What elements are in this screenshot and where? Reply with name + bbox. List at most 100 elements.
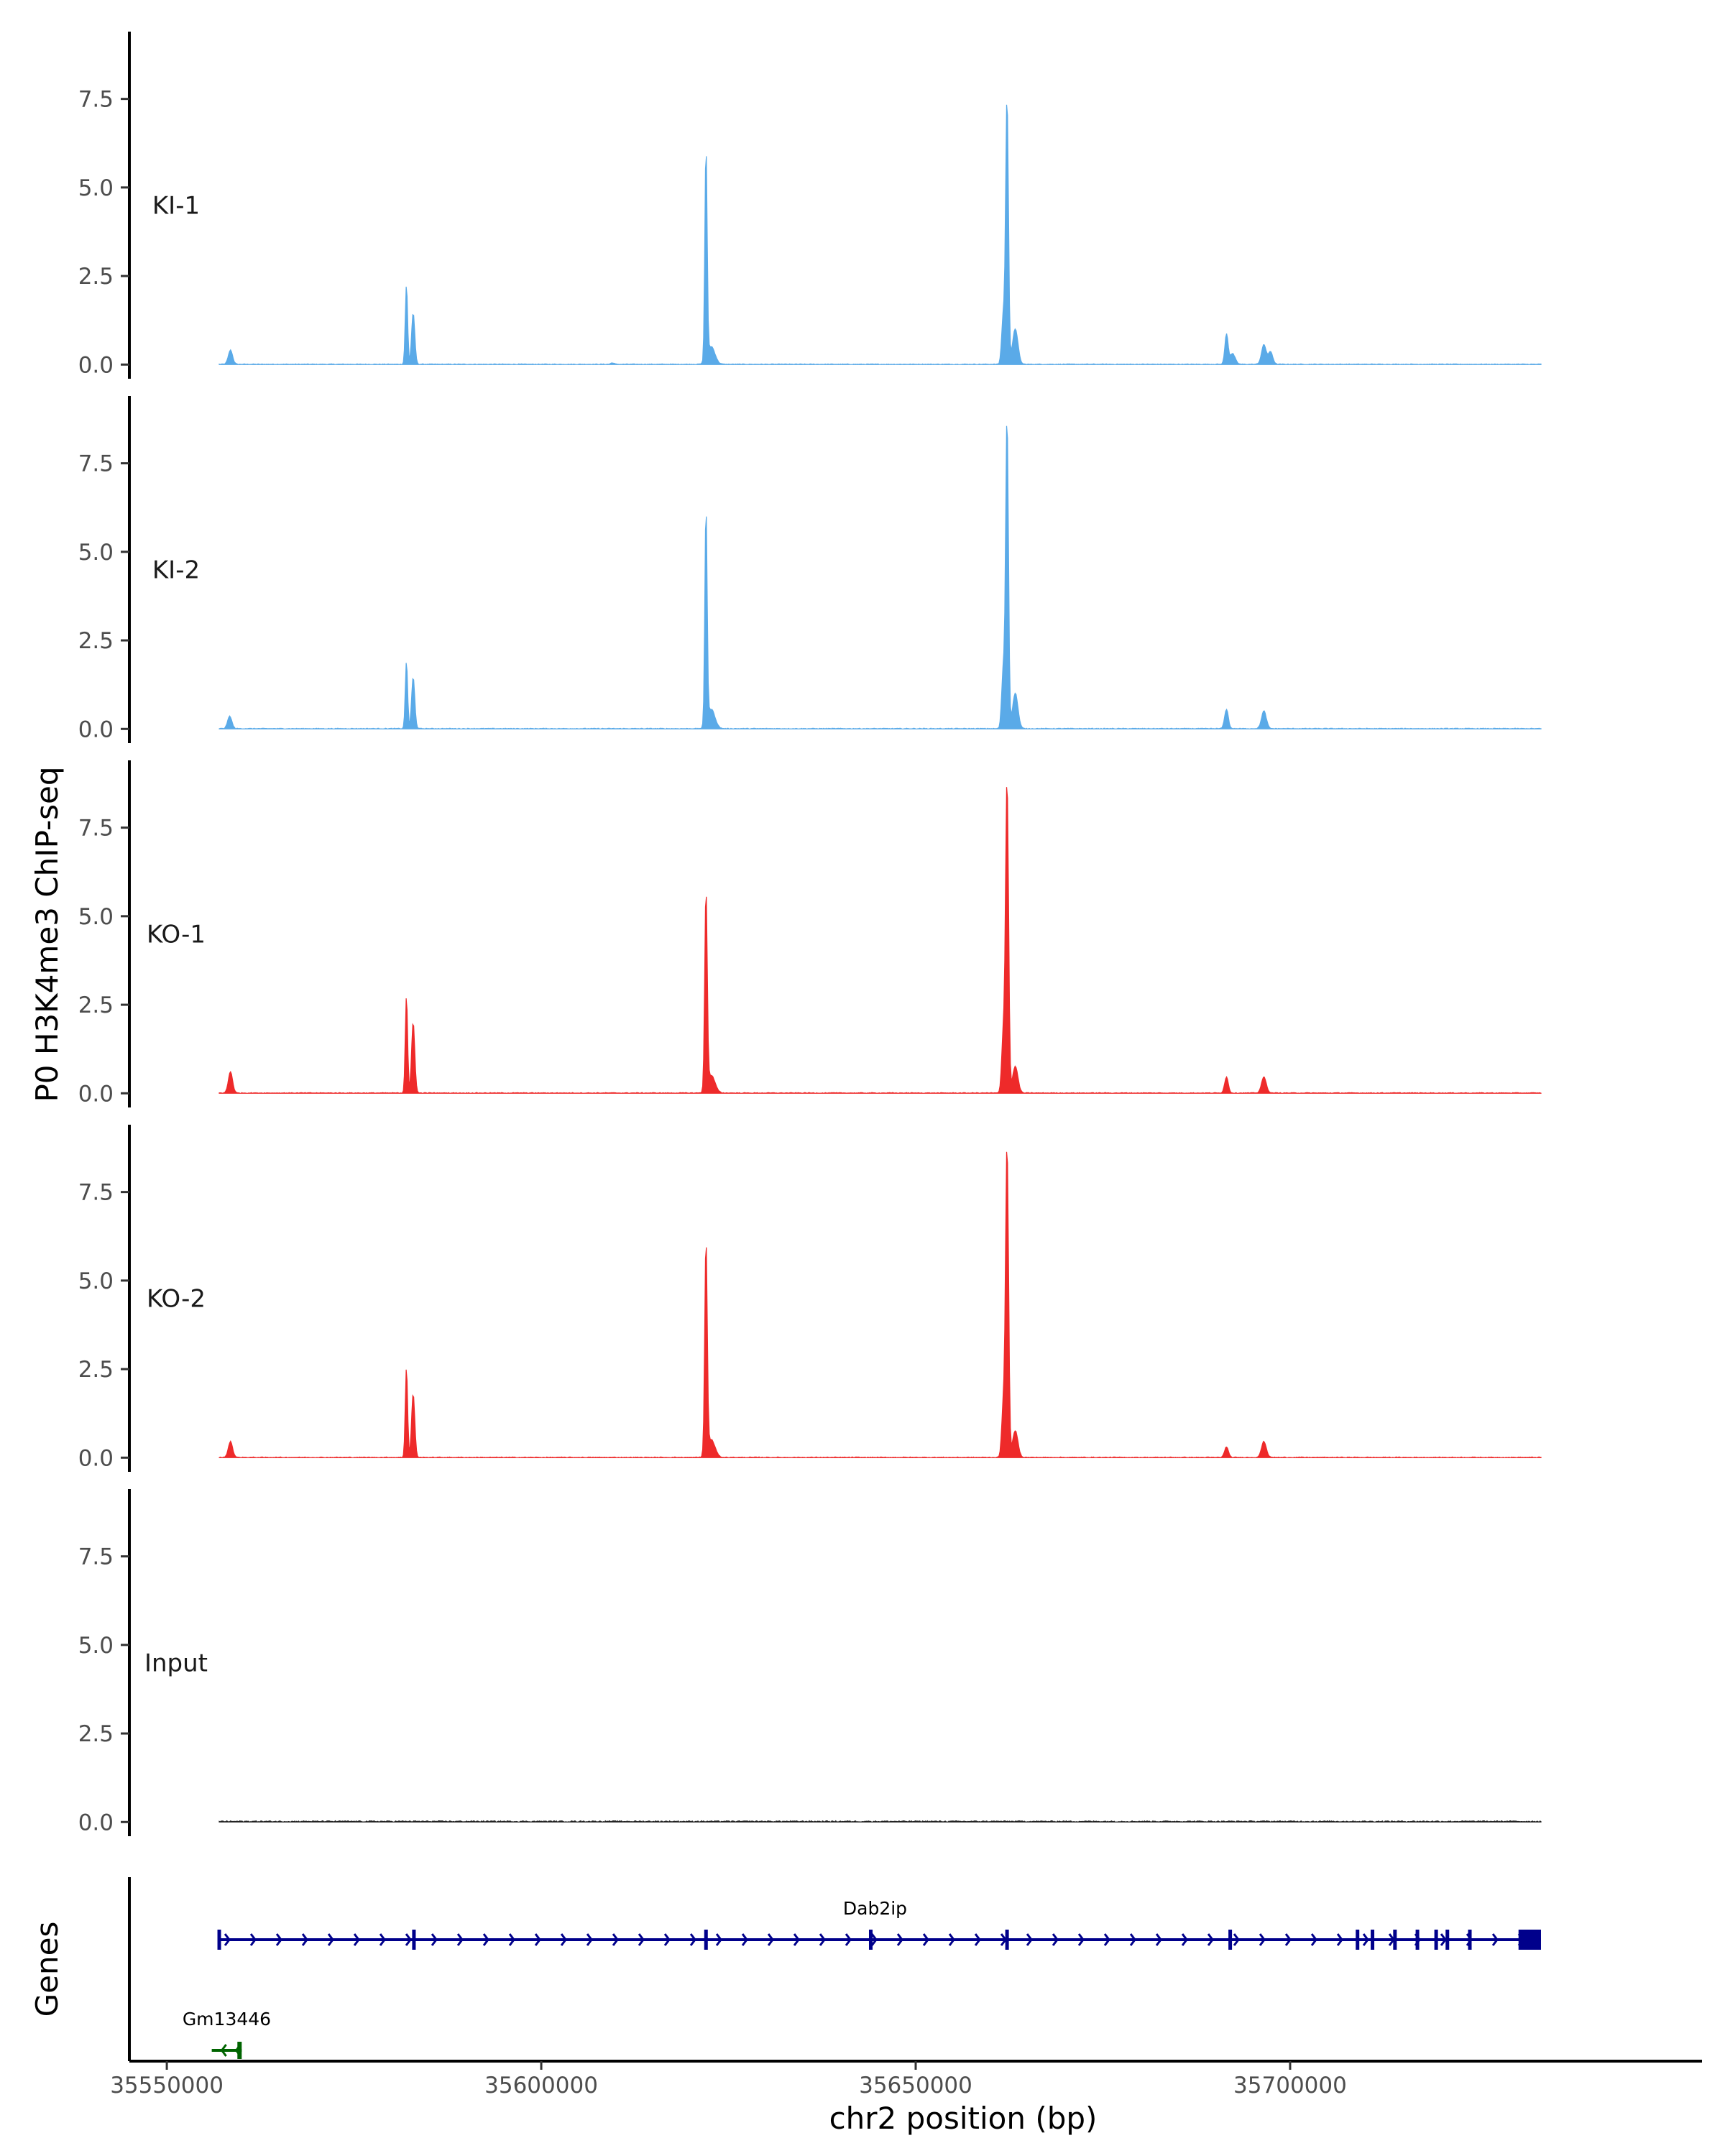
strand-chevron <box>1259 1933 1266 1946</box>
gene-models: Dab2ip Gm13446 <box>183 1898 1541 2059</box>
y-tick-label: 7.5 <box>78 87 114 113</box>
signal-area <box>218 787 1542 1095</box>
gene-gm13446: Gm13446 <box>183 2009 271 2059</box>
y-tick-label: 0.0 <box>78 717 114 742</box>
strand-chevron <box>819 1933 826 1946</box>
y-tick-label: 0.0 <box>78 1810 114 1835</box>
y-axis-title: P0 H3K4me3 ChIP-seq <box>29 766 65 1102</box>
gene-dab2ip: Dab2ip <box>217 1898 1541 1950</box>
strand-chevron <box>379 1933 386 1946</box>
exon <box>1434 1930 1438 1950</box>
exon <box>1005 1930 1009 1950</box>
signal-tracks: 0.0 2.5 5.0 7.5 KI-1 0.0 2.5 5.0 7.5 KI-2 0.0 2.5 5.… <box>78 32 1542 1836</box>
y-tick-label: 7.5 <box>78 1544 114 1570</box>
x-axis-title: chr2 position (bp) <box>829 2101 1098 2136</box>
strand-chevron <box>1077 1933 1085 1946</box>
strand-chevron <box>482 1933 489 1946</box>
genes-track: Genes Dab2ip Gm13446 <box>29 1877 1541 2061</box>
exon <box>1415 1930 1420 1950</box>
gene-label: Dab2ip <box>843 1898 907 1919</box>
strand-chevron <box>508 1933 515 1946</box>
strand-chevron <box>1491 1933 1499 1946</box>
y-tick-label: 0.0 <box>78 352 114 378</box>
y-tick-label: 2.5 <box>78 992 114 1018</box>
exon <box>1356 1930 1360 1950</box>
track-ki-1: 0.0 2.5 5.0 7.5 KI-1 <box>78 32 1542 379</box>
x-axis: 35550000 35600000 35650000 35700000 chr2 po… <box>110 2060 1702 2136</box>
exon <box>412 1930 416 1950</box>
strand-chevron <box>612 1933 619 1946</box>
strand-chevron <box>586 1933 593 1946</box>
strand-chevron <box>327 1933 334 1946</box>
strand-chevron <box>353 1933 360 1946</box>
strand-chevron <box>224 1933 231 1946</box>
exon <box>1518 1930 1541 1950</box>
signal-area <box>218 1151 1542 1459</box>
x-tick-label: 35550000 <box>110 2073 224 2099</box>
strand-chevron <box>896 1933 903 1946</box>
strand-chevron <box>431 1933 438 1946</box>
x-axis-ticks: 35550000 35600000 35650000 35700000 <box>110 2061 1347 2099</box>
signal-area <box>218 425 1542 730</box>
strand-chevron <box>275 1933 282 1946</box>
strand-chevron <box>948 1933 955 1946</box>
exon <box>704 1930 708 1950</box>
strand-chevron <box>1284 1933 1292 1946</box>
y-tick-label: 5.0 <box>78 1633 114 1659</box>
y-tick-label: 2.5 <box>78 1721 114 1747</box>
x-tick-label: 35600000 <box>484 2073 598 2099</box>
strand-chevron <box>922 1933 929 1946</box>
track-label: Input <box>144 1649 208 1678</box>
strand-chevron <box>638 1933 645 1946</box>
track-label: KI-1 <box>152 192 200 221</box>
strand-chevron <box>715 1933 722 1946</box>
y-tick-label: 5.0 <box>78 540 114 566</box>
y-tick-label: 7.5 <box>78 816 114 842</box>
exon <box>1445 1930 1450 1950</box>
y-tick-label: 5.0 <box>78 175 114 201</box>
track-ki-2: 0.0 2.5 5.0 7.5 KI-2 <box>78 396 1542 743</box>
exon <box>237 2042 242 2059</box>
strand-chevron <box>974 1933 981 1946</box>
strand-chevron <box>767 1933 774 1946</box>
gene-label: Gm13446 <box>183 2009 271 2030</box>
signal-area <box>218 104 1542 366</box>
strand-chevron <box>456 1933 464 1946</box>
y-tick-label: 2.5 <box>78 1357 114 1383</box>
strand-chevron <box>1155 1933 1162 1946</box>
x-tick-label: 35650000 <box>859 2073 972 2099</box>
strand-chevron <box>1026 1933 1033 1946</box>
strand-chevron <box>870 1933 878 1946</box>
strand-chevron <box>1336 1933 1343 1946</box>
strand-chevron <box>1103 1933 1110 1946</box>
track-ko-1: 0.0 2.5 5.0 7.5 KO-1 <box>78 760 1542 1107</box>
y-tick-label: 2.5 <box>78 628 114 654</box>
y-tick-label: 7.5 <box>78 1180 114 1206</box>
y-tick-label: 2.5 <box>78 264 114 290</box>
strand-chevron <box>663 1933 671 1946</box>
strand-chevron <box>793 1933 800 1946</box>
strand-chevron <box>741 1933 748 1946</box>
strand-chevron <box>301 1933 308 1946</box>
x-tick-label: 35700000 <box>1233 2073 1347 2099</box>
strand-chevron <box>689 1933 696 1946</box>
exon <box>217 1930 221 1950</box>
signal-area <box>218 1820 1542 1823</box>
y-tick-label: 5.0 <box>78 904 114 930</box>
exon <box>868 1930 873 1950</box>
genes-track-title: Genes <box>29 1922 65 2017</box>
strand-chevron <box>249 1933 257 1946</box>
strand-chevron <box>845 1933 852 1946</box>
track-label: KI-2 <box>152 556 200 585</box>
strand-chevron <box>1207 1933 1214 1946</box>
strand-chevron <box>220 2044 227 2057</box>
track-ko-2: 0.0 2.5 5.0 7.5 KO-2 <box>78 1125 1542 1472</box>
strand-chevron <box>534 1933 541 1946</box>
y-tick-label: 5.0 <box>78 1268 114 1294</box>
strand-chevron <box>1233 1933 1240 1946</box>
strand-chevron <box>1181 1933 1188 1946</box>
strand-chevron <box>1310 1933 1317 1946</box>
track-label: KO-2 <box>147 1285 206 1314</box>
strand-chevron <box>560 1933 567 1946</box>
